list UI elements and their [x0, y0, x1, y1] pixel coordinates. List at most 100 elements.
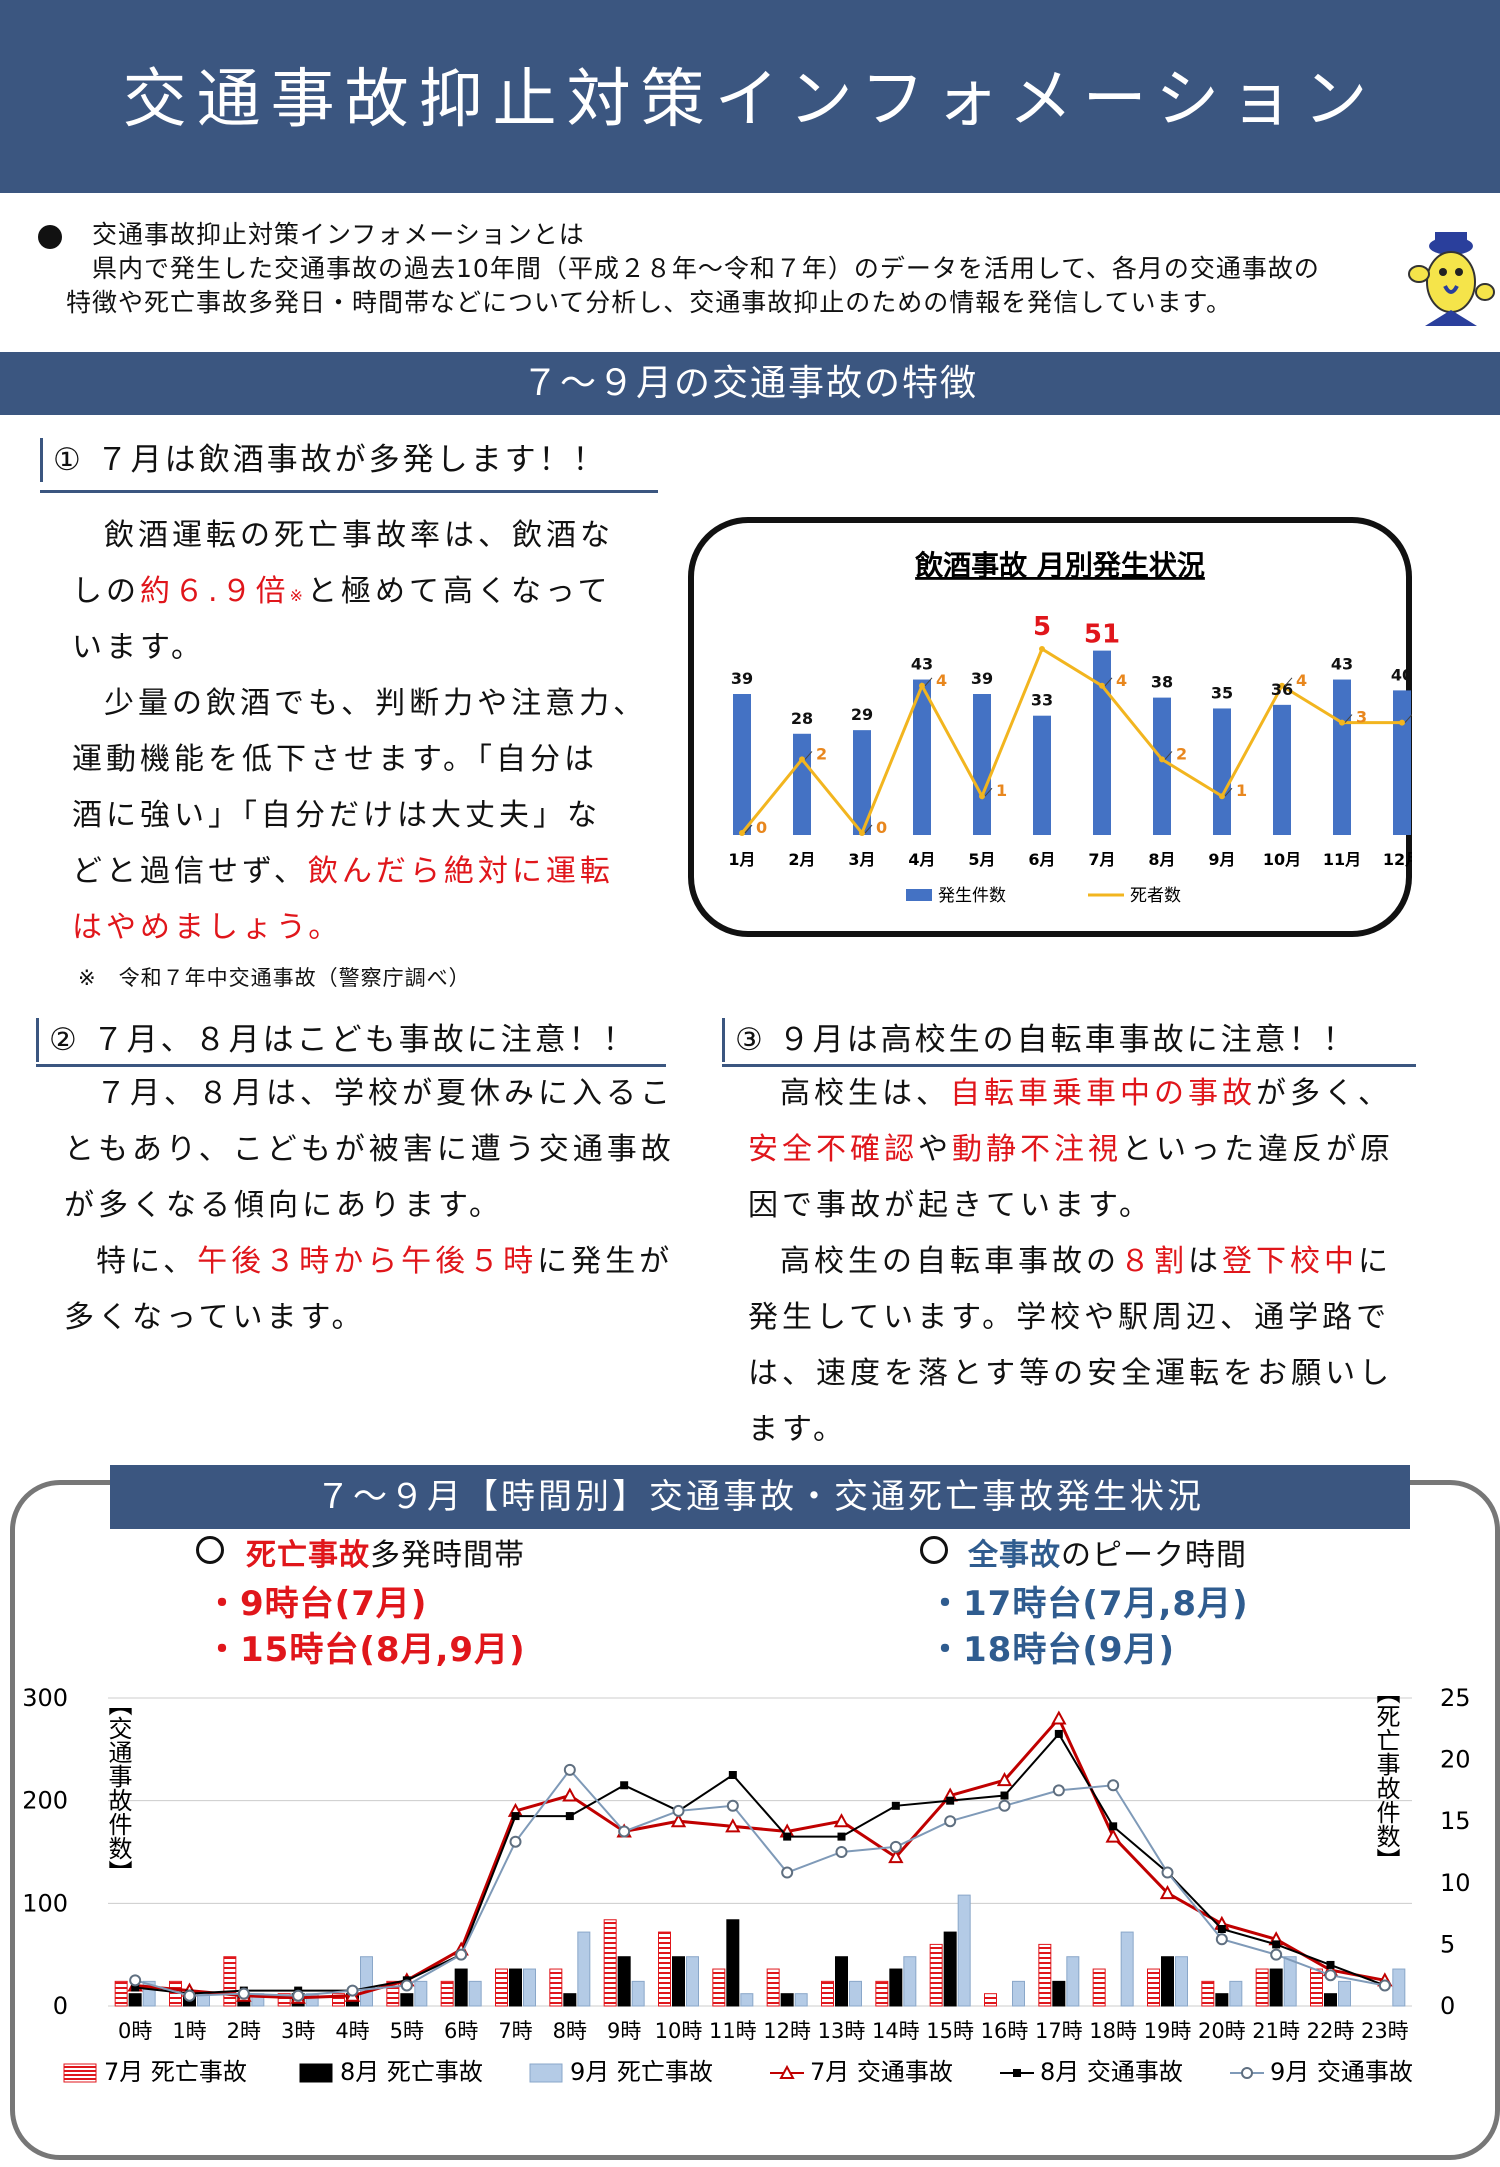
chart2-marker: [670, 1813, 687, 1828]
chart2-x-tick: 8時: [553, 2019, 587, 2043]
chart1-bar-label: 39: [971, 669, 993, 688]
all-peak-item-1: ・17時台(7月,8月): [928, 1584, 1249, 1624]
monthly-drunk-driving-chart: 飲酒事故 月別発生状況 391月282月293月434月395月336月517月…: [728, 549, 1412, 906]
chart1-fatality-point: [1039, 646, 1045, 652]
chart2-marker: [1054, 1729, 1063, 1738]
chart2-x-tick: 7時: [498, 2019, 532, 2043]
chart1-fatality-point: [799, 756, 805, 763]
chart2-bar: [835, 1956, 848, 2007]
chart2-x-tick: 11時: [709, 2019, 757, 2043]
chart2-legend-marker: [1013, 2069, 1021, 2077]
chart2-bar: [780, 1993, 794, 2007]
chart1-line-label: 1: [996, 781, 1007, 800]
chart1-bar-label: 40: [1391, 665, 1412, 684]
chart2-bar: [523, 1968, 536, 2007]
section2-title: ７～９月【時間別】交通事故・交通死亡事故発生状況: [316, 1477, 1204, 1517]
chart2-marker: [1270, 1948, 1283, 1961]
chart2-marker: [1324, 1969, 1337, 1982]
chart1-bar-label: 38: [1151, 673, 1173, 692]
chart2-marker: [509, 1835, 522, 1848]
chart1-fatality-point: [859, 830, 865, 836]
chart1-fatality-point: [1279, 682, 1285, 689]
chart2-bar: [1283, 1956, 1297, 2007]
legend-bar-label: 発生件数: [938, 886, 1006, 906]
chart2-marker: [237, 1987, 250, 2000]
chart2-marker: [1000, 1791, 1009, 1800]
chart2-x-tick: 2時: [227, 2019, 261, 2043]
chart2-bar: [414, 1980, 428, 2007]
chart2-bar-july: [766, 1968, 780, 2007]
chart2-bar-july: [821, 1980, 834, 2007]
chart2-x-tick: 0時: [118, 2019, 152, 2043]
chart2-legend-swatch: [529, 2063, 563, 2083]
chart2-bar: [1338, 1980, 1351, 2007]
topic3-line-4: 高校生の自転車事故の８割は登下校中に: [780, 1244, 1392, 1279]
chart1-leader-line: [984, 787, 993, 797]
chart2-bar: [1215, 1993, 1229, 2007]
chart2-bar: [849, 1980, 862, 2007]
topic2-line-1: ７月、８月は、学校が夏休みに入るこ: [96, 1076, 674, 1111]
chart2-marker: [998, 1799, 1011, 1812]
chart2-y-tick: 0: [53, 1992, 68, 2020]
chart2-y2-tick: 10: [1440, 1869, 1471, 1897]
chart2-bar-july: [1092, 1968, 1106, 2007]
chart2-marker: [455, 1948, 468, 1961]
chart2-bar-july: [1038, 1943, 1052, 2007]
chart1-line-label: 4: [1296, 671, 1307, 690]
chart1-x-tick: 3月: [848, 850, 875, 869]
topic3-line-5: 発生しています。学校や駅周辺、通学路で: [748, 1300, 1391, 1335]
chart2-marker: [1217, 1925, 1226, 1933]
chart2-marker: [1215, 1933, 1228, 1946]
chart2-bar: [1052, 1980, 1066, 2007]
chart2-bar-july: [1201, 1980, 1215, 2007]
chart2-series-line: [135, 1715, 1386, 2000]
chart2-bar: [1038, 1943, 1052, 2007]
page-title: 交通事故抑止対策インフォメーション: [122, 63, 1378, 137]
chart2-marker: [563, 1763, 576, 1776]
chart1-leader-line: [1344, 714, 1353, 723]
chart2-x-tick: 9時: [607, 2019, 641, 2043]
chart2-x-tick: 3時: [281, 2019, 315, 2043]
topic3-heading: ③ ９月は高校生の自転車事故に注意！！: [722, 1018, 1357, 1062]
chart1-bar-label: 28: [791, 709, 813, 728]
chart2-bar: [957, 1894, 971, 2007]
chart1-bar-label: 51: [1084, 620, 1120, 650]
topic1-line-1: 飲酒運転の死亡事故率は、飲酒な: [104, 518, 614, 553]
chart2-x-tick: 10時: [655, 2019, 703, 2043]
chart2-y-tick: 300: [22, 1684, 68, 1712]
chart2-marker: [996, 1772, 1013, 1787]
chart2-marker: [562, 1787, 578, 1802]
chart2-marker: [1159, 1884, 1176, 1900]
title-bar: [0, 0, 1500, 193]
chart1-fatality-point: [1099, 682, 1105, 689]
chart2-marker: [1326, 1960, 1335, 1969]
chart2-marker: [346, 1984, 359, 1997]
chart1-x-tick: 7月: [1088, 850, 1115, 869]
chart2-marker: [1161, 1866, 1174, 1879]
chart1-bar-label: 29: [851, 705, 873, 724]
circle-icon: [920, 1536, 948, 1564]
chart2-legend-label: 8月 死亡事故: [340, 2058, 483, 2086]
chart1-bar-label: 33: [1031, 691, 1053, 710]
chart2-x-tick: 18時: [1089, 2019, 1137, 2043]
chart2-marker: [565, 1812, 574, 1821]
chart1-bar: [1033, 715, 1051, 835]
chart1-bar: [1393, 690, 1411, 835]
chart1-bar: [973, 694, 991, 835]
chart1-leader-line: [744, 824, 753, 834]
topic1-line-2: しの約６.９倍※と極めて高くなって: [72, 574, 612, 609]
chart1-x-tick: 8月: [1148, 850, 1175, 869]
chart2-bar: [1120, 1931, 1134, 2007]
topic1-line-3: います。: [72, 630, 205, 665]
chart1-leader-line: [924, 677, 933, 687]
chart2-bar: [631, 1980, 645, 2007]
topic2-line-4: 特に、午後３時から午後５時に発生が: [96, 1244, 674, 1279]
chart1-x-tick: 2月: [788, 850, 815, 869]
hourly-accident-chart: 0 100 200 300 0 5 10 15 20 25 0時 1時 2時 3時 4時 5時 6時 7時 8時 9…: [22, 1680, 1471, 2086]
topic3-line-2: 安全不確認や動静不注視といった違反が原: [748, 1132, 1394, 1167]
chart1-x-tick: 9月: [1208, 850, 1235, 869]
topic3-line-6: は、速度を落とす等の安全運転をお願いし: [748, 1356, 1394, 1391]
intro-line-2: 県内で発生した交通事故の過去10年間（平成２８年～令和７年）のデータを活用して、…: [92, 254, 1320, 283]
chart1-bar: [1093, 650, 1111, 835]
chart2-marker: [129, 1974, 142, 1987]
